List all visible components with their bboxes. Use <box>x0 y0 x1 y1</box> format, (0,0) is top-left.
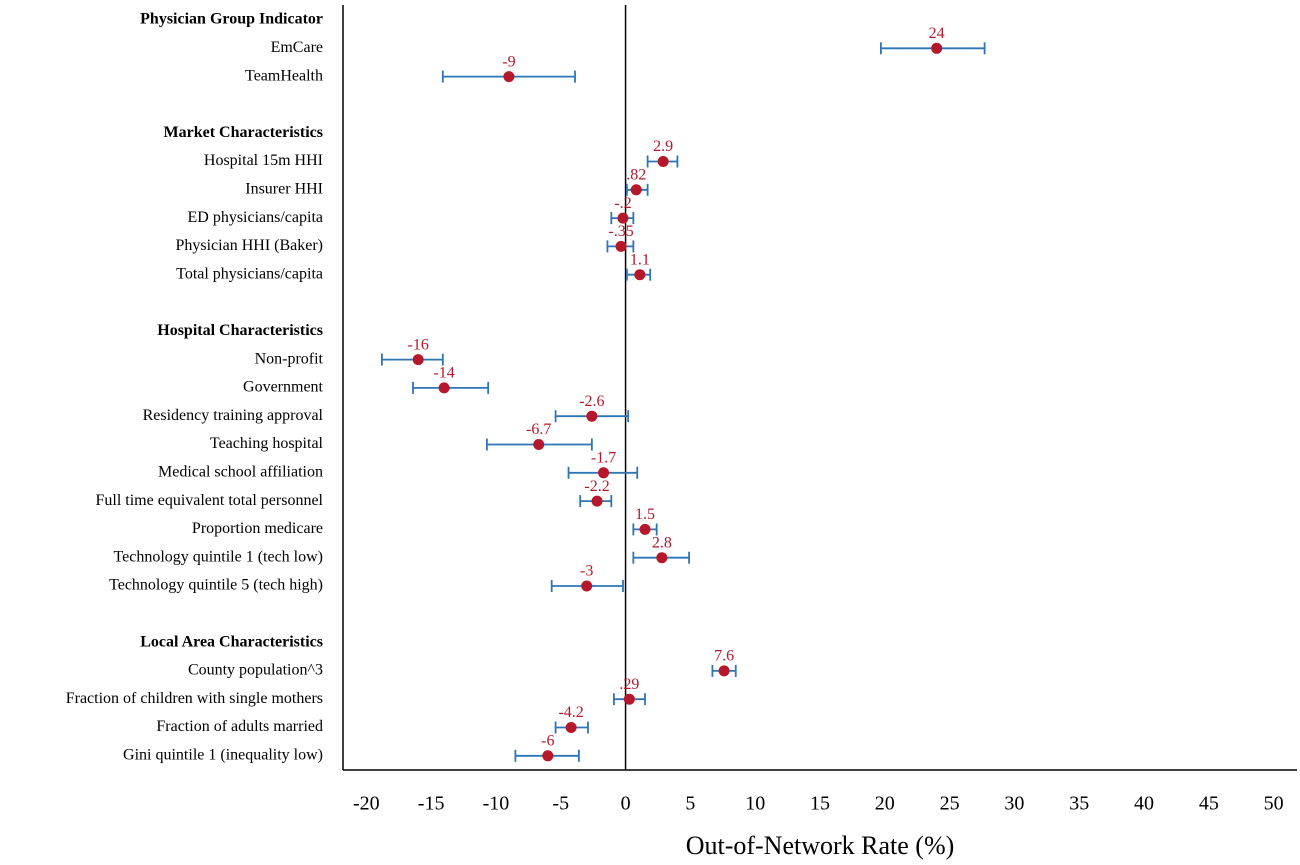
x-tick-label: 40 <box>1134 793 1154 815</box>
row-label: TeamHealth <box>245 67 323 84</box>
row-label: ED physicians/capita <box>187 209 323 226</box>
row-label: Government <box>243 379 324 396</box>
x-tick-label: 30 <box>1004 793 1024 815</box>
group-header: Market Characteristics <box>164 124 324 141</box>
estimate-dot <box>591 495 603 507</box>
group-header: Local Area Characteristics <box>140 633 323 650</box>
estimate-dot <box>931 42 943 54</box>
estimate-dot <box>617 212 629 224</box>
value-label: -2.6 <box>579 393 604 410</box>
value-label: -1.7 <box>591 449 616 466</box>
row-label: EmCare <box>271 39 323 56</box>
estimate-dot <box>598 467 610 479</box>
row-label: Hospital 15m HHI <box>204 152 323 169</box>
value-label: .29 <box>619 676 639 693</box>
estimate-dot <box>615 240 627 252</box>
value-label: 1.1 <box>630 251 650 268</box>
group-header: Physician Group Indicator <box>140 11 323 28</box>
value-label: -4.2 <box>558 704 583 721</box>
value-label: -3 <box>580 563 593 580</box>
row-label: Teaching hospital <box>210 435 324 452</box>
x-tick-label: 10 <box>745 793 765 815</box>
x-tick-label: 35 <box>1069 793 1089 815</box>
row-label: Technology quintile 1 (tech low) <box>114 548 324 565</box>
value-label: .82 <box>626 166 646 183</box>
x-tick-label: -5 <box>552 793 569 815</box>
x-tick-label: -20 <box>353 793 380 815</box>
value-label: -16 <box>408 336 429 353</box>
estimate-dot <box>586 410 598 422</box>
group-header: Hospital Characteristics <box>157 322 323 339</box>
x-tick-label: -10 <box>483 793 510 815</box>
row-label: County population^3 <box>188 662 323 679</box>
value-label: 1.5 <box>635 506 655 523</box>
value-label: 2.8 <box>652 534 672 551</box>
estimate-dot <box>412 354 424 366</box>
estimate-dot <box>542 750 554 762</box>
estimate-dot <box>565 722 577 733</box>
row-label: Fraction of children with single mothers <box>66 690 323 707</box>
x-tick-label: -15 <box>418 793 445 815</box>
x-tick-label: 20 <box>875 793 895 815</box>
row-label: Non-profit <box>255 350 324 367</box>
estimate-dot <box>503 71 515 83</box>
value-label: 2.9 <box>653 138 673 155</box>
row-label: Technology quintile 5 (tech high) <box>109 577 323 594</box>
estimate-dot <box>657 156 669 167</box>
value-label: -6 <box>541 732 554 749</box>
row-label: Physician HHI (Baker) <box>175 237 323 254</box>
x-tick-label: 45 <box>1199 793 1219 815</box>
x-tick-label: 15 <box>810 793 830 815</box>
row-label: Fraction of adults married <box>156 718 323 735</box>
x-tick-label: 50 <box>1264 793 1284 815</box>
value-label: 7.6 <box>714 648 734 665</box>
estimate-dot <box>533 439 545 450</box>
row-label: Insurer HHI <box>245 180 323 197</box>
row-label: Full time equivalent total personnel <box>95 492 323 509</box>
estimate-dot <box>718 665 730 677</box>
x-axis-title: Out-of-Network Rate (%) <box>686 831 955 860</box>
estimate-dot <box>623 693 635 705</box>
row-label: Gini quintile 1 (inequality low) <box>123 746 323 763</box>
row-label: Proportion medicare <box>192 520 323 537</box>
row-label: Total physicians/capita <box>176 265 323 282</box>
value-label: -6.7 <box>526 421 551 438</box>
value-label: -9 <box>502 53 515 70</box>
value-label: -14 <box>433 365 454 382</box>
value-label: -.35 <box>608 223 633 240</box>
x-tick-label: 0 <box>621 793 631 815</box>
value-label: 24 <box>929 25 945 42</box>
estimate-dot <box>656 552 668 564</box>
estimate-dot <box>438 382 450 394</box>
x-tick-label: 5 <box>685 793 695 815</box>
estimate-dot <box>634 269 646 281</box>
value-label: -.2 <box>614 195 631 212</box>
estimate-dot <box>639 523 651 535</box>
estimate-dot <box>630 184 642 196</box>
x-tick-label: 25 <box>940 793 960 815</box>
value-label: -2.2 <box>584 478 609 495</box>
estimate-dot <box>581 580 593 592</box>
row-label: Medical school affiliation <box>158 463 323 480</box>
row-label: Residency training approval <box>143 407 324 424</box>
